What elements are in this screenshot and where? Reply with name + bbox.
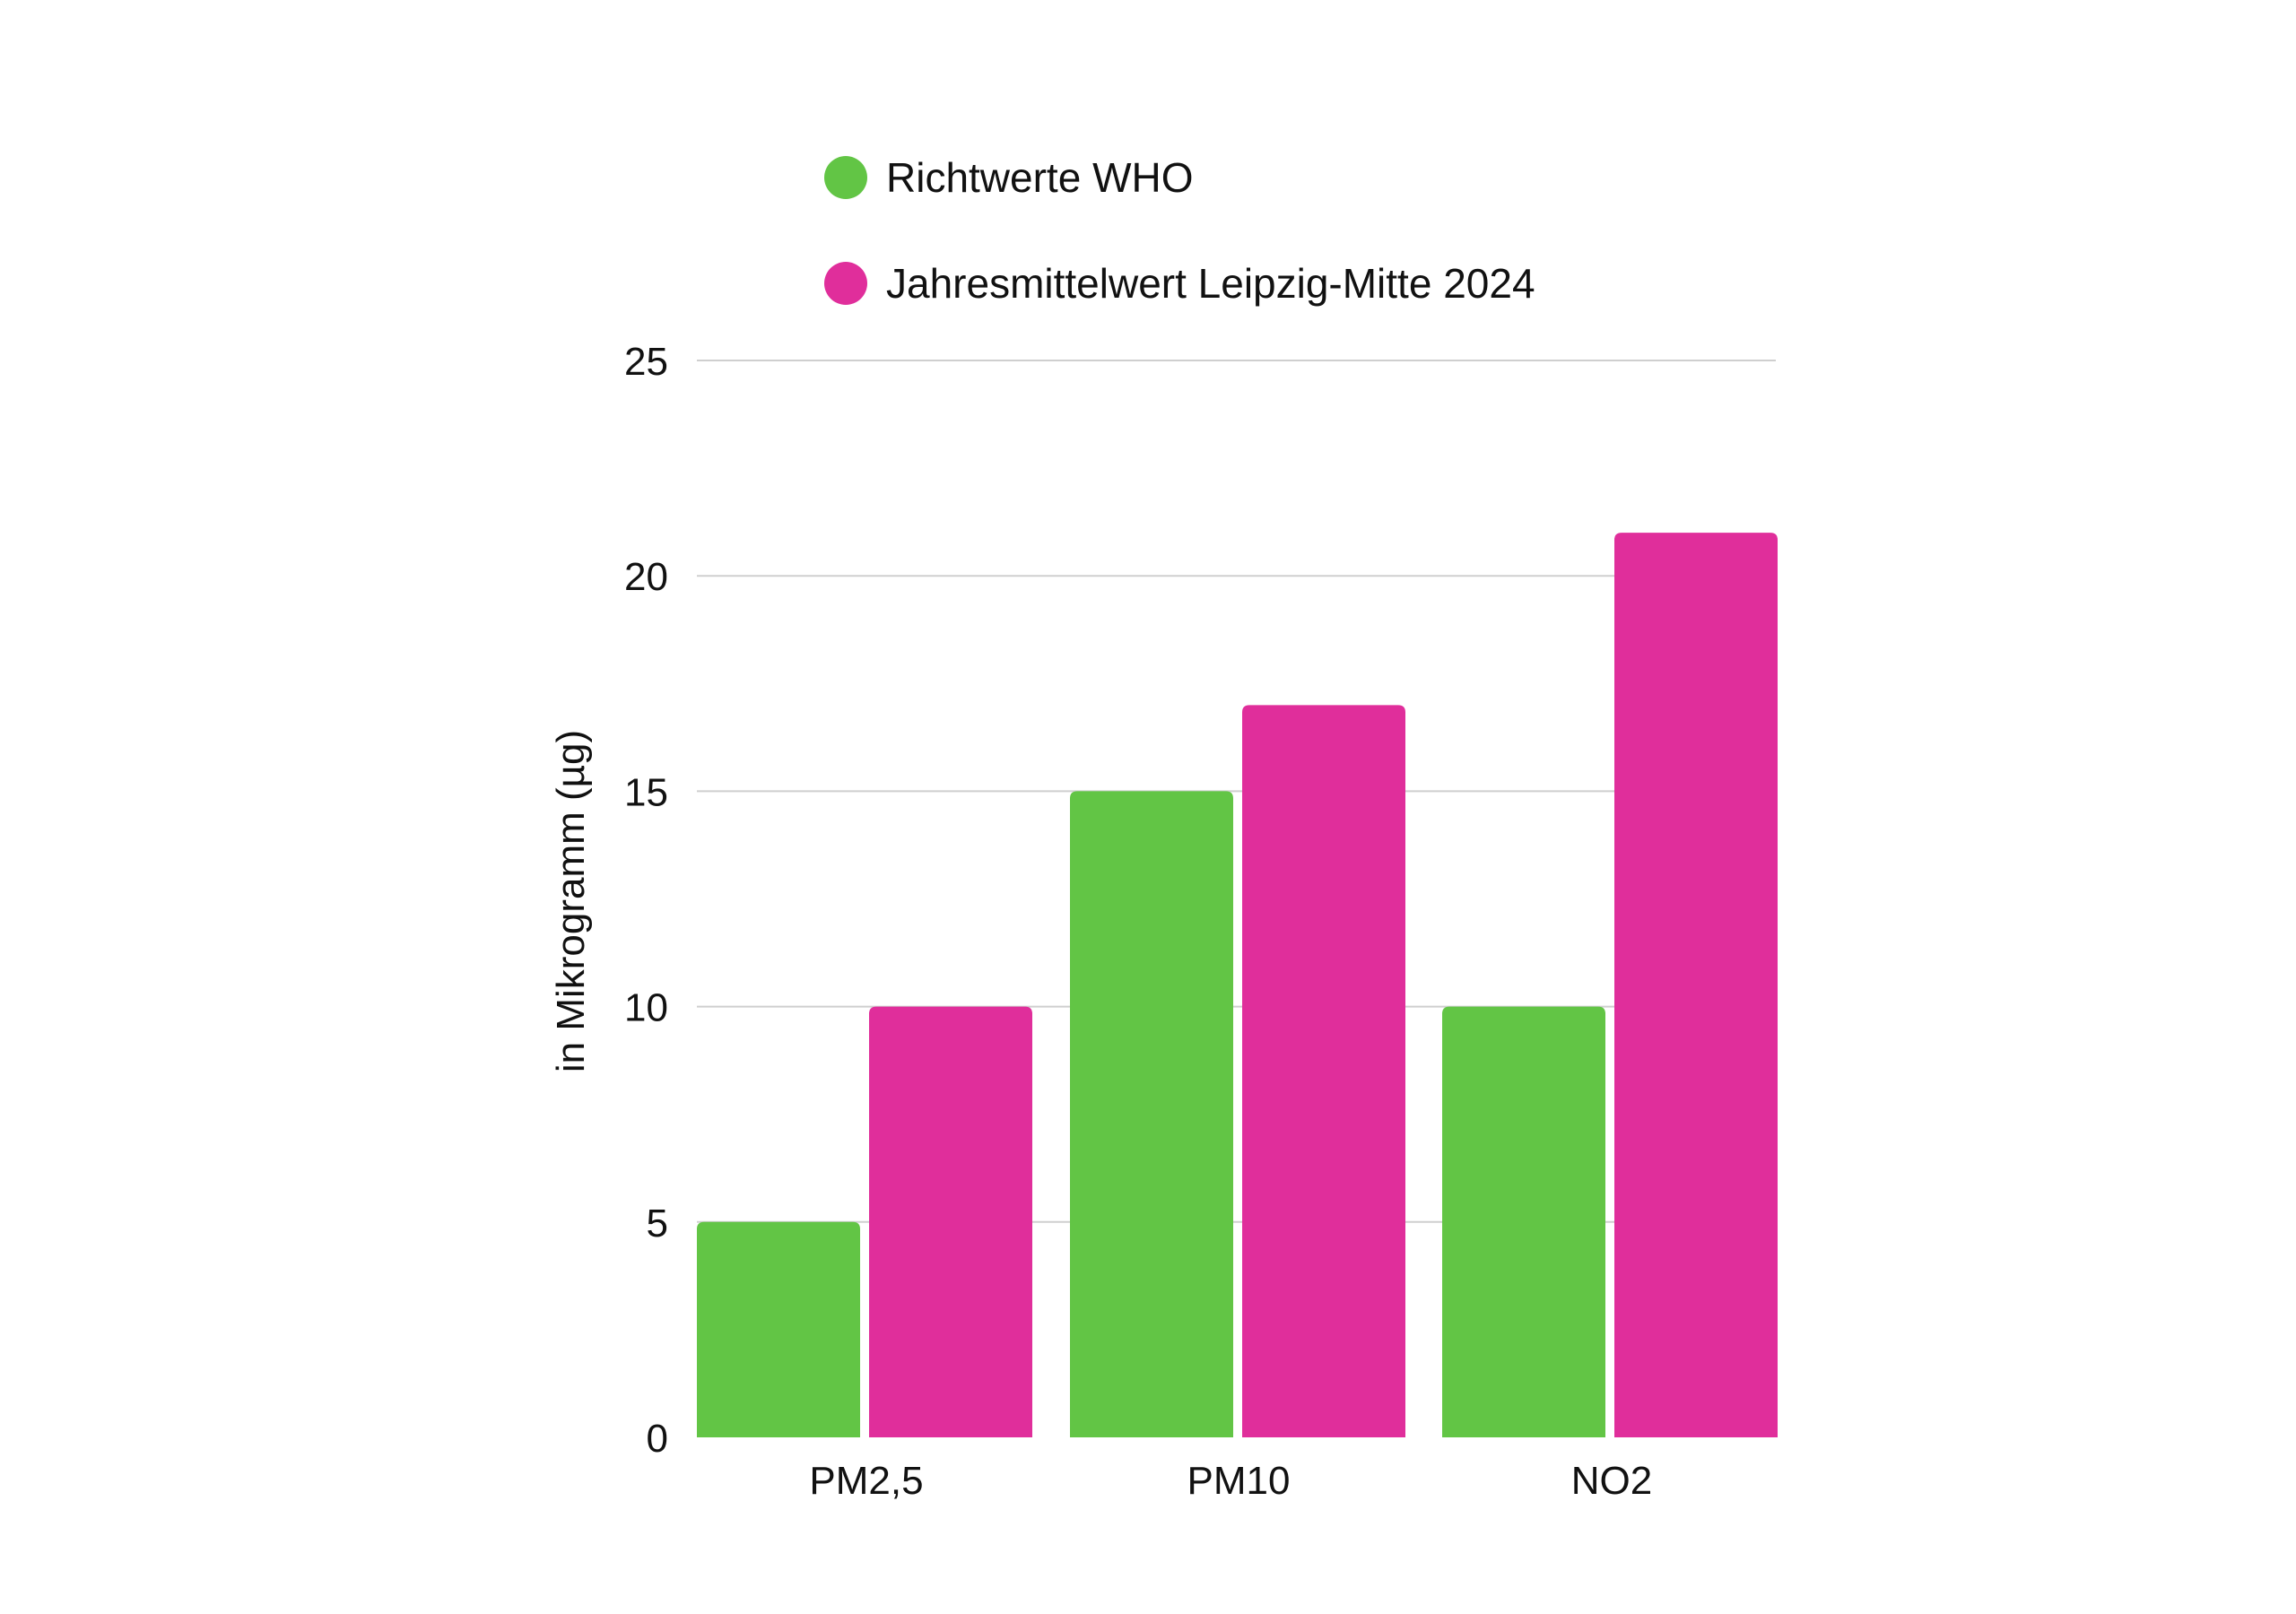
y-tick-label: 10 bbox=[624, 986, 668, 1030]
legend-swatch-leipzig bbox=[824, 262, 867, 305]
bar-groups bbox=[697, 533, 1778, 1437]
x-category-label: PM2,5 bbox=[809, 1459, 923, 1503]
legend-label-leipzig: Jahresmittelwert Leipzig-Mitte 2024 bbox=[886, 260, 1535, 307]
bar-leipzig-no2 bbox=[1614, 533, 1778, 1437]
x-category-label: NO2 bbox=[1571, 1459, 1652, 1503]
legend-label-who: Richtwerte WHO bbox=[886, 154, 1193, 201]
y-tick-label: 15 bbox=[624, 770, 668, 814]
y-tick-label: 25 bbox=[624, 340, 668, 384]
bar-leipzig-pm25 bbox=[869, 1007, 1032, 1437]
x-axis-category-labels: PM2,5 PM10 NO2 bbox=[809, 1459, 1652, 1503]
y-gridlines bbox=[697, 360, 1776, 1222]
y-tick-label: 5 bbox=[647, 1202, 668, 1245]
y-axis-label: in Mikrogramm (µg) bbox=[549, 730, 593, 1072]
chart-legend: Richtwerte WHO Jahresmittelwert Leipzig-M… bbox=[824, 154, 1535, 307]
legend-swatch-who bbox=[824, 156, 867, 199]
bar-who-pm10 bbox=[1070, 791, 1233, 1437]
y-tick-label: 20 bbox=[624, 555, 668, 599]
x-category-label: PM10 bbox=[1187, 1459, 1291, 1503]
y-tick-label: 0 bbox=[647, 1417, 668, 1461]
y-axis-ticks: 0 5 10 15 20 25 bbox=[624, 340, 668, 1461]
bar-leipzig-pm10 bbox=[1242, 705, 1405, 1437]
bar-who-no2 bbox=[1442, 1007, 1605, 1437]
bar-who-pm25 bbox=[697, 1222, 860, 1437]
